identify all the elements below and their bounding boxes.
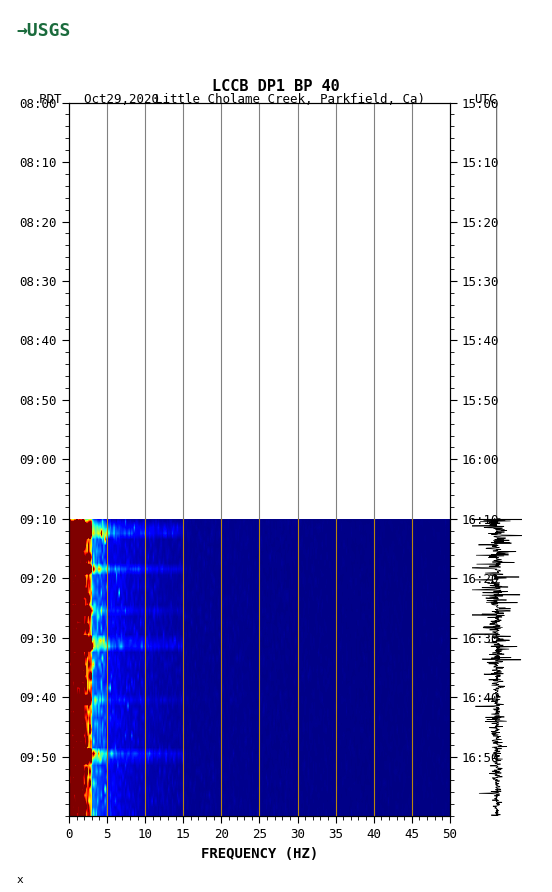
Text: Little Cholame Creek, Parkfield, Ca): Little Cholame Creek, Parkfield, Ca) [155, 93, 424, 105]
Text: x: x [17, 875, 23, 885]
Text: LCCB DP1 BP 40: LCCB DP1 BP 40 [212, 79, 340, 94]
Text: →USGS: →USGS [17, 22, 71, 40]
X-axis label: FREQUENCY (HZ): FREQUENCY (HZ) [201, 847, 318, 861]
Text: UTC: UTC [475, 93, 497, 105]
Bar [69, 103, 450, 519]
Text: PDT   Oct29,2020: PDT Oct29,2020 [39, 93, 158, 105]
